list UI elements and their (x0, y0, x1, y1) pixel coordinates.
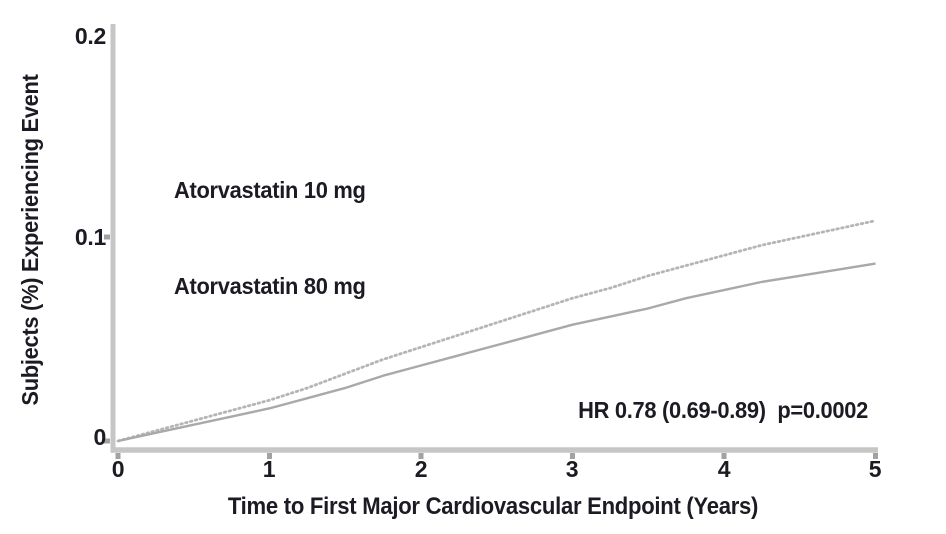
legend-item-atorvastatin-10mg: Atorvastatin 10 mg (174, 177, 366, 203)
x-axis-title: Time to First Major Cardiovascular Endpo… (227, 493, 759, 520)
y-tick-label-0.1: 0.1 (74, 224, 106, 250)
y-tick-label-0.2: 0.2 (74, 23, 106, 49)
x-tick-label-3: 3 (565, 456, 579, 482)
x-tick-label-2: 2 (414, 456, 428, 482)
legend-item-atorvastatin-80mg: Atorvastatin 80 mg (174, 273, 366, 299)
y-axis-title: Subjects (%) Experiencing Event (17, 74, 43, 406)
x-tick-label-5: 5 (868, 456, 882, 482)
y-tick-label-0: 0 (93, 424, 107, 450)
x-tick-label-1: 1 (262, 456, 276, 482)
x-tick-label-0: 0 (111, 456, 125, 482)
x-tick-label-4: 4 (717, 456, 731, 482)
legend: Atorvastatin 10 mg Atorvastatin 80 mg (174, 110, 366, 366)
hazard-ratio-annotation: HR 0.78 (0.69-0.89) p=0.0002 (578, 397, 868, 423)
